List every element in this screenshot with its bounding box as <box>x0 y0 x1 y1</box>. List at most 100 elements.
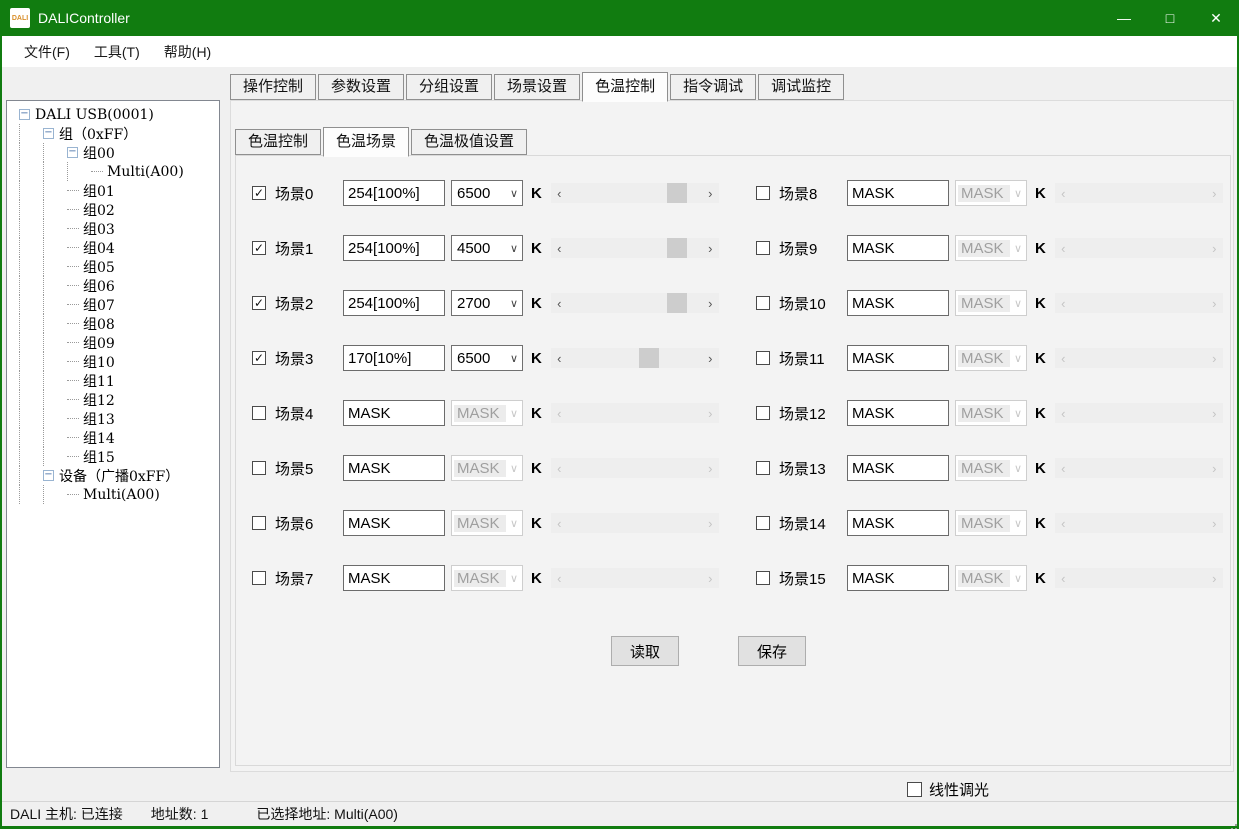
tab-parameters[interactable]: 参数设置 <box>318 74 405 100</box>
tree-item[interactable]: − 设备（广播0xFF） <box>7 466 219 485</box>
scroll-right-icon[interactable]: › <box>708 240 713 256</box>
scene-checkbox[interactable]: ✓ <box>252 296 266 310</box>
scene-checkbox[interactable]: ✓ <box>252 351 266 365</box>
subtab-cct-control[interactable]: 色温控制 <box>235 129 322 155</box>
tree-item[interactable]: 组13 <box>7 409 219 428</box>
scroll-right-icon[interactable]: › <box>708 350 713 366</box>
scene-checkbox[interactable] <box>252 516 266 530</box>
scroll-right-icon[interactable]: › <box>708 460 713 476</box>
scene-level-input[interactable] <box>343 290 445 316</box>
cct-scrollbar[interactable]: ‹ › <box>1054 348 1223 368</box>
scene-level-input[interactable] <box>343 565 445 591</box>
scene-cct-select[interactable]: MASK ∨ <box>955 510 1027 536</box>
resize-grip[interactable] <box>1231 820 1233 822</box>
scene-checkbox[interactable] <box>756 406 770 420</box>
collapse-icon[interactable]: − <box>43 127 54 139</box>
scene-checkbox[interactable]: ✓ <box>252 241 266 255</box>
scene-cct-select[interactable]: MASK ∨ <box>451 455 523 481</box>
tree-item[interactable]: Multi(A00) <box>7 162 219 181</box>
read-button[interactable]: 读取 <box>611 636 679 666</box>
scroll-left-icon[interactable]: ‹ <box>1061 460 1066 476</box>
scroll-left-icon[interactable]: ‹ <box>1061 240 1066 256</box>
scroll-left-icon[interactable]: ‹ <box>557 185 562 201</box>
scene-checkbox[interactable] <box>756 571 770 585</box>
scene-level-input[interactable] <box>847 510 949 536</box>
scene-cct-select[interactable]: 2700 ∨ <box>451 290 523 316</box>
scroll-right-icon[interactable]: › <box>708 515 713 531</box>
tab-scene[interactable]: 场景设置 <box>494 74 581 100</box>
menu-item-tools[interactable]: 工具(T) <box>93 43 140 60</box>
scroll-left-icon[interactable]: ‹ <box>1061 185 1066 201</box>
scene-checkbox[interactable] <box>756 461 770 475</box>
scene-level-input[interactable] <box>847 235 949 261</box>
scroll-right-icon[interactable]: › <box>1212 515 1217 531</box>
scroll-right-icon[interactable]: › <box>708 570 713 586</box>
menu-item-file[interactable]: 文件(F) <box>24 43 70 60</box>
tab-grouping[interactable]: 分组设置 <box>406 74 493 100</box>
scene-level-input[interactable] <box>847 180 949 206</box>
scene-cct-select[interactable]: MASK ∨ <box>451 565 523 591</box>
tree-item[interactable]: 组15 <box>7 447 219 466</box>
scroll-left-icon[interactable]: ‹ <box>1061 405 1066 421</box>
scene-cct-select[interactable]: MASK ∨ <box>955 565 1027 591</box>
scroll-left-icon[interactable]: ‹ <box>557 350 562 366</box>
scene-level-input[interactable] <box>343 180 445 206</box>
scene-cct-select[interactable]: MASK ∨ <box>955 290 1027 316</box>
scene-cct-select[interactable]: MASK ∨ <box>955 345 1027 371</box>
scrollbar-thumb[interactable] <box>667 293 688 313</box>
subtab-cct-limits[interactable]: 色温极值设置 <box>411 129 528 155</box>
cct-scrollbar[interactable]: ‹ › <box>550 238 719 258</box>
scroll-left-icon[interactable]: ‹ <box>1061 570 1066 586</box>
scroll-right-icon[interactable]: › <box>1212 350 1217 366</box>
tree-item[interactable]: 组06 <box>7 276 219 295</box>
tree-item[interactable]: 组05 <box>7 257 219 276</box>
scene-level-input[interactable] <box>343 400 445 426</box>
save-button[interactable]: 保存 <box>738 636 806 666</box>
menu-item-help[interactable]: 帮助(H) <box>163 43 212 60</box>
cct-scrollbar[interactable]: ‹ › <box>550 183 719 203</box>
scroll-right-icon[interactable]: › <box>708 405 713 421</box>
scene-checkbox[interactable] <box>252 461 266 475</box>
scrollbar-thumb[interactable] <box>667 183 688 203</box>
tab-command[interactable]: 指令调试 <box>670 74 757 100</box>
scene-cct-select[interactable]: MASK ∨ <box>955 180 1027 206</box>
tree-item[interactable]: 组03 <box>7 219 219 238</box>
scene-checkbox[interactable] <box>756 241 770 255</box>
cct-scrollbar[interactable]: ‹ › <box>1054 513 1223 533</box>
scene-checkbox[interactable] <box>756 296 770 310</box>
tab-cct[interactable]: 色温控制 <box>582 72 669 102</box>
scene-level-input[interactable] <box>343 455 445 481</box>
cct-scrollbar[interactable]: ‹ › <box>550 293 719 313</box>
scene-cct-select[interactable]: MASK ∨ <box>955 455 1027 481</box>
tree-item[interactable]: 组12 <box>7 390 219 409</box>
collapse-icon[interactable]: − <box>67 146 78 158</box>
cct-scrollbar[interactable]: ‹ › <box>1054 458 1223 478</box>
scroll-left-icon[interactable]: ‹ <box>557 515 562 531</box>
scroll-left-icon[interactable]: ‹ <box>557 240 562 256</box>
tree-item[interactable]: 组09 <box>7 333 219 352</box>
scene-checkbox[interactable] <box>252 406 266 420</box>
tree-item[interactable]: 组01 <box>7 181 219 200</box>
tree-item[interactable]: 组14 <box>7 428 219 447</box>
cct-scrollbar[interactable]: ‹ › <box>550 348 719 368</box>
scroll-right-icon[interactable]: › <box>1212 185 1217 201</box>
tree-item[interactable]: 组11 <box>7 371 219 390</box>
scrollbar-thumb[interactable] <box>667 238 688 258</box>
linear-dimming-checkbox[interactable] <box>907 782 922 797</box>
scroll-left-icon[interactable]: ‹ <box>1061 515 1066 531</box>
scene-level-input[interactable] <box>343 510 445 536</box>
scene-checkbox[interactable] <box>252 571 266 585</box>
scroll-right-icon[interactable]: › <box>708 295 713 311</box>
cct-scrollbar[interactable]: ‹ › <box>1054 183 1223 203</box>
tree-item[interactable]: − DALI USB(0001) <box>7 105 219 124</box>
cct-scrollbar[interactable]: ‹ › <box>550 403 719 423</box>
scrollbar-thumb[interactable] <box>638 348 659 368</box>
scene-level-input[interactable] <box>847 565 949 591</box>
scroll-left-icon[interactable]: ‹ <box>1061 295 1066 311</box>
scene-level-input[interactable] <box>847 345 949 371</box>
tree-item[interactable]: 组10 <box>7 352 219 371</box>
scroll-left-icon[interactable]: ‹ <box>557 460 562 476</box>
tree-item[interactable]: 组02 <box>7 200 219 219</box>
tab-operation[interactable]: 操作控制 <box>230 74 317 100</box>
scroll-left-icon[interactable]: ‹ <box>557 295 562 311</box>
